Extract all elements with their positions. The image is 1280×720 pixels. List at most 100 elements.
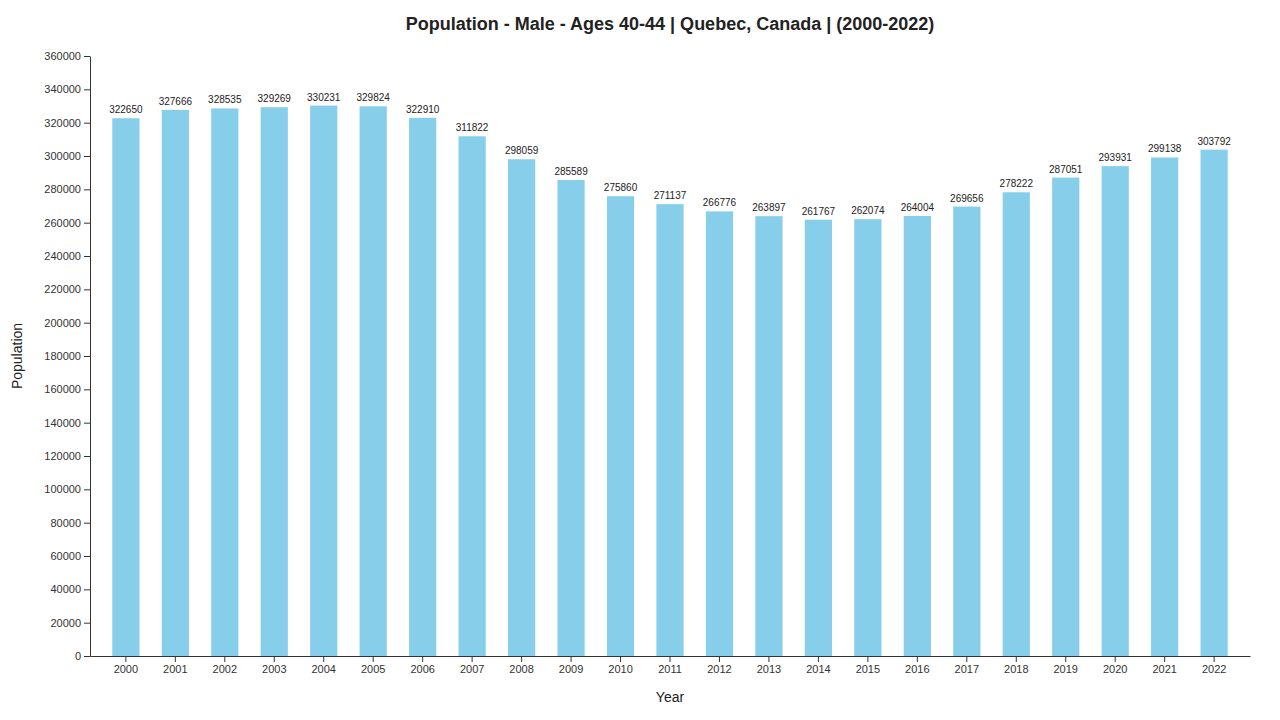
x-tick-label: 2013 [757,663,781,675]
bar [1052,178,1079,656]
chart-svg: 2000200120022003200420052006200720082009… [0,0,1280,720]
bar [656,204,683,656]
x-tick-label: 2018 [1004,663,1028,675]
data-label: 311822 [456,122,489,133]
y-tick-mark [84,489,90,490]
bar [360,106,387,656]
bars [112,106,1227,656]
bar [953,207,980,656]
y-tick-mark [84,189,90,190]
x-tick-mark [867,656,868,662]
x-tick-label: 2001 [163,663,187,675]
x-tick-mark [373,656,374,662]
y-tick: 160000 [44,383,90,395]
x-tick: 2002 [213,656,237,675]
data-label: 293931 [1099,152,1133,163]
y-tick-mark [84,523,90,524]
y-axis: 0200004000060000800001000001200001400001… [44,50,90,662]
x-tick-label: 2007 [460,663,484,675]
bar [904,216,931,656]
x-tick-label: 2015 [856,663,880,675]
y-axis-title: Population [9,323,25,389]
data-labels: 3226503276663285353292693302313298243229… [109,92,1231,217]
x-tick: 2008 [509,656,533,675]
chart-title: Population - Male - Ages 40-44 | Quebec,… [406,14,935,34]
y-tick-mark [84,389,90,390]
y-tick-label: 160000 [44,383,81,395]
y-tick-mark [84,123,90,124]
data-label: 261767 [802,206,836,217]
bar [112,118,139,656]
x-tick-mark [917,656,918,662]
x-tick: 2007 [460,656,484,675]
x-tick-label: 2019 [1053,663,1077,675]
y-tick: 240000 [44,250,90,262]
y-axis-line [90,57,91,657]
data-label: 264004 [901,202,935,213]
y-tick-mark [84,623,90,624]
y-tick-label: 220000 [44,283,81,295]
x-tick-label: 2010 [608,663,632,675]
y-tick-label: 260000 [44,217,81,229]
bar [805,220,832,656]
data-label: 266776 [703,197,737,208]
x-tick-label: 2009 [559,663,583,675]
y-tick-mark [84,223,90,224]
y-tick-label: 280000 [44,183,81,195]
y-tick: 360000 [44,50,90,62]
x-tick: 2004 [311,656,335,675]
y-tick-mark [84,356,90,357]
x-tick-mark [966,656,967,662]
x-tick: 2020 [1103,656,1127,675]
x-tick-mark [719,656,720,662]
y-tick-mark [84,589,90,590]
x-tick: 2021 [1152,656,1176,675]
bar [1151,157,1178,656]
x-tick-label: 2008 [509,663,533,675]
y-tick-mark [84,423,90,424]
data-label: 285589 [554,166,588,177]
x-tick: 2017 [955,656,979,675]
x-tick-label: 2011 [658,663,682,675]
x-tick-mark [571,656,572,662]
y-tick-mark [84,289,90,290]
data-label: 299138 [1148,143,1182,154]
bar [508,159,535,656]
y-tick-mark [84,89,90,90]
x-tick-mark [521,656,522,662]
x-tick: 2015 [856,656,880,675]
y-tick-mark [84,456,90,457]
y-tick-label: 60000 [50,550,81,562]
x-tick-label: 2021 [1152,663,1176,675]
x-tick-mark [224,656,225,662]
x-tick-label: 2017 [955,663,979,675]
x-tick: 2018 [1004,656,1028,675]
x-axis: 2000200120022003200420052006200720082009… [91,656,1251,675]
data-label: 327666 [159,96,193,107]
bar [854,219,881,656]
y-tick: 300000 [44,150,90,162]
y-tick: 40000 [50,583,90,595]
x-tick: 2012 [707,656,731,675]
y-tick-mark [84,323,90,324]
y-tick-label: 80000 [50,517,81,529]
x-tick: 2011 [658,656,682,675]
y-tick-label: 140000 [44,417,81,429]
data-label: 275860 [604,182,638,193]
y-tick-label: 40000 [50,583,81,595]
y-tick: 100000 [44,483,90,495]
bar [261,107,288,656]
x-tick-mark [768,656,769,662]
bar [1003,192,1030,656]
bar [706,211,733,656]
bar [310,106,337,656]
x-tick-mark [1115,656,1116,662]
x-tick: 2019 [1053,656,1077,675]
data-label: 287051 [1049,164,1083,175]
x-tick: 2005 [361,656,385,675]
y-tick: 120000 [44,450,90,462]
bar [459,136,486,656]
y-tick-label: 360000 [44,50,81,62]
y-tick: 0 [75,650,90,662]
x-tick-label: 2022 [1202,663,1226,675]
